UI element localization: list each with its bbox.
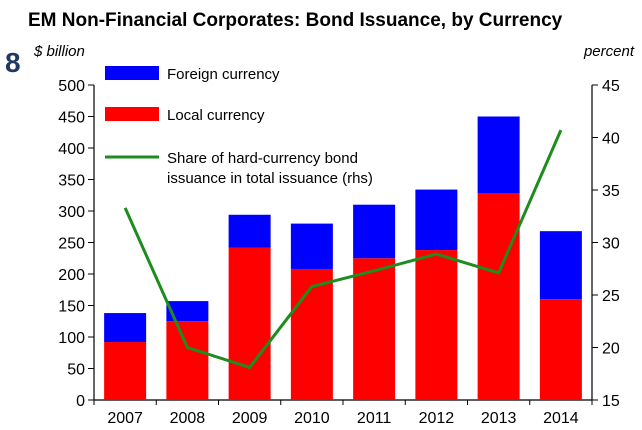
- left-tick-label: 200: [58, 267, 85, 284]
- legend-label-line2: issuance in total issuance (rhs): [167, 170, 373, 187]
- right-tick-label: 40: [602, 131, 620, 148]
- left-axis-unit: $ billion: [33, 43, 85, 60]
- bar-local-currency: [353, 258, 396, 400]
- bar-foreign-currency: [415, 189, 458, 251]
- bar-local-currency: [539, 299, 582, 400]
- bar-foreign-currency: [104, 313, 147, 343]
- bar-local-currency: [290, 268, 333, 400]
- plot-area: 0 50 100 150 200 250 300 350 400 450 500 15 20 25 30 35…: [58, 66, 620, 427]
- right-tick-label: 15: [602, 393, 620, 410]
- left-tick-label: 400: [58, 141, 85, 158]
- bar-foreign-currency: [290, 223, 333, 269]
- bar-local-currency: [166, 321, 209, 400]
- bar-local-currency: [104, 342, 147, 400]
- legend-label: Local currency: [167, 107, 265, 124]
- bar-local-currency: [228, 247, 271, 400]
- x-tick-label: 2011: [357, 410, 392, 427]
- right-tick-label: 20: [602, 341, 620, 358]
- left-tick-label: 350: [58, 173, 85, 190]
- x-tick-label: 2013: [481, 410, 517, 427]
- bar-foreign-currency: [353, 204, 396, 259]
- figure-marker: 8: [5, 47, 21, 78]
- left-tick-label: 300: [58, 204, 85, 221]
- x-tick-label: 2014: [543, 410, 579, 427]
- legend-label: Share of hard-currency bond: [167, 150, 358, 167]
- bar-foreign-currency: [166, 301, 209, 322]
- left-tick-label: 250: [58, 236, 85, 253]
- bar-foreign-currency: [477, 116, 520, 194]
- bar-local-currency: [477, 193, 520, 400]
- left-tick-label: 50: [67, 362, 85, 379]
- x-tick-label: 2007: [107, 410, 143, 427]
- right-tick-label: 30: [602, 236, 620, 253]
- left-tick-label: 450: [58, 110, 85, 127]
- bar-foreign-currency: [228, 214, 271, 248]
- x-tick-label: 2010: [294, 410, 330, 427]
- right-tick-label: 25: [602, 288, 620, 305]
- line-hard-currency-share: [123, 129, 563, 369]
- x-tick-label: 2009: [232, 410, 268, 427]
- right-tick-label: 35: [602, 183, 620, 200]
- x-tick-label: 2012: [419, 410, 455, 427]
- bar-local-currency: [415, 250, 458, 400]
- chart-title: EM Non-Financial Corporates: Bond Issuan…: [28, 10, 563, 31]
- legend-swatch-local: [105, 107, 159, 121]
- right-tick-label: 45: [602, 78, 620, 95]
- bar-foreign-currency: [539, 231, 582, 300]
- legend-swatch-foreign: [105, 66, 159, 80]
- legend-label: Foreign currency: [167, 66, 280, 83]
- left-tick-label: 500: [58, 78, 85, 95]
- left-tick-label: 150: [58, 299, 85, 316]
- left-tick-label: 0: [76, 393, 85, 410]
- x-tick-label: 2008: [170, 410, 206, 427]
- left-tick-label: 100: [58, 330, 85, 347]
- right-axis-unit: percent: [583, 43, 635, 60]
